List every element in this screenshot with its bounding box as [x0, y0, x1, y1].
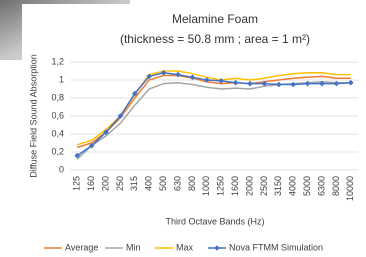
- x-tick-label: 400: [144, 176, 154, 191]
- chart-subtitle: (thickness = 50.8 mm ; area = 1 m²): [120, 32, 310, 46]
- y-tick-label: 1: [59, 74, 64, 84]
- x-tick-label: 200: [100, 176, 110, 191]
- y-tick-label: 0,4: [51, 128, 64, 138]
- x-tick-label: 315: [129, 176, 139, 191]
- x-axis-title: Third Octave Bands (Hz): [165, 216, 264, 226]
- x-tick-label: 250: [115, 176, 125, 191]
- x-tick-label: 160: [86, 176, 96, 191]
- chart: Melamine Foam (thickness = 50.8 mm ; are…: [0, 0, 366, 257]
- x-tick-label: 2500: [259, 176, 269, 196]
- x-tick-label: 800: [187, 176, 197, 191]
- legend-label: Average: [65, 242, 98, 252]
- x-tick-label: 1250: [216, 176, 226, 196]
- x-tick-label: 8000: [331, 176, 341, 196]
- x-tick-label: 630: [172, 176, 182, 191]
- x-tick-label: 6300: [316, 176, 326, 196]
- x-tick-label: 10000: [345, 176, 355, 201]
- y-tick-label: 0: [59, 164, 64, 174]
- legend-label: Max: [176, 242, 194, 252]
- y-tick-label: 0,2: [51, 146, 64, 156]
- y-tick-label: 1,2: [51, 56, 64, 66]
- y-tick-label: 0,6: [51, 110, 64, 120]
- legend-label: Min: [126, 242, 141, 252]
- chart-title: Melamine Foam: [172, 12, 258, 26]
- x-tick-label: 1000: [201, 176, 211, 196]
- x-tick-label: 1600: [230, 176, 240, 196]
- x-tick-label: 4000: [288, 176, 298, 196]
- y-tick-label: 0,8: [51, 92, 64, 102]
- y-axis-title: Diffuse Field Sound Absorption: [28, 54, 38, 177]
- x-tick-label: 5000: [302, 176, 312, 196]
- x-tick-label: 125: [72, 176, 82, 191]
- page: Melamine Foam (thickness = 50.8 mm ; are…: [0, 0, 366, 257]
- x-tick-label: 500: [158, 176, 168, 191]
- legend-label: Nova FTMM Simulation: [229, 242, 323, 252]
- x-tick-label: 2000: [244, 176, 254, 196]
- x-tick-label: 3150: [273, 176, 283, 196]
